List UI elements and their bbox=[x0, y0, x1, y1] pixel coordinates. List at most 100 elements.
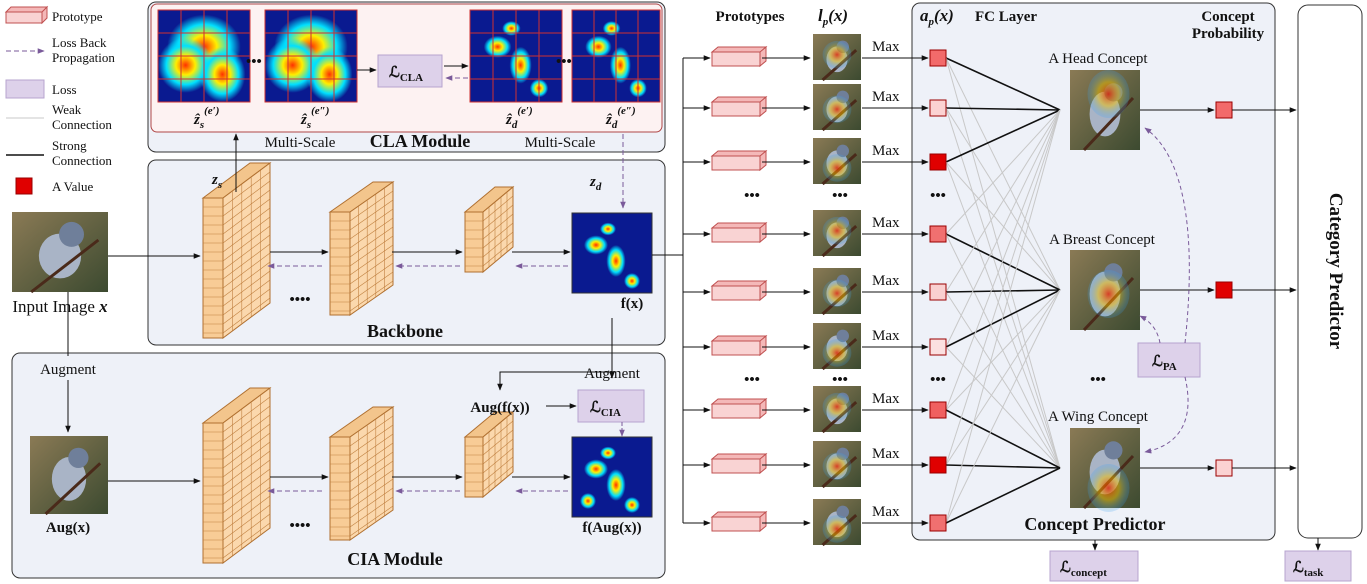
brick bbox=[349, 451, 394, 483]
weak-connection bbox=[945, 289, 1061, 411]
value-square bbox=[929, 99, 947, 117]
sym: ẑ bbox=[193, 112, 201, 128]
heatmap-frame bbox=[469, 9, 563, 103]
brick bbox=[349, 487, 394, 519]
prototype-side bbox=[710, 95, 768, 118]
input-label: Input Image x bbox=[12, 297, 108, 316]
activation-overlay bbox=[822, 40, 852, 69]
bird-head bbox=[1104, 441, 1123, 460]
loss-box bbox=[377, 54, 443, 88]
module-title: CLA Module bbox=[370, 131, 471, 151]
bird-head bbox=[836, 329, 849, 343]
arg: (x) bbox=[934, 6, 954, 25]
brick bbox=[222, 243, 271, 280]
category-predictor-box bbox=[1297, 4, 1363, 539]
value-square bbox=[929, 338, 947, 356]
fc-title: FC Layer bbox=[975, 9, 1037, 25]
value-square bbox=[929, 49, 947, 67]
probability-square bbox=[1215, 459, 1233, 477]
max-label: Max bbox=[872, 143, 900, 159]
activation-overlay bbox=[822, 452, 852, 481]
brick bbox=[349, 433, 394, 465]
heat-blob bbox=[606, 469, 626, 501]
weak-connection bbox=[945, 233, 1061, 469]
sup: (e″) bbox=[311, 105, 329, 117]
weak-connection bbox=[945, 291, 1061, 469]
prototype-side bbox=[710, 279, 768, 302]
loss-label: ℒtask bbox=[1293, 560, 1324, 579]
module-title: Backbone bbox=[367, 321, 443, 341]
loss-box bbox=[577, 389, 645, 423]
feature-front bbox=[202, 197, 224, 339]
brick bbox=[349, 478, 394, 510]
brick bbox=[222, 180, 271, 217]
input-symbol: x bbox=[98, 297, 108, 316]
brick bbox=[222, 432, 271, 469]
legend-value-icon bbox=[15, 177, 33, 195]
map-label: ẑd (e′) bbox=[505, 105, 533, 131]
loss-box bbox=[1284, 550, 1352, 582]
ellipsis: ••• bbox=[744, 372, 760, 388]
aug-image-label: Aug(x) bbox=[46, 520, 90, 536]
strong-connection bbox=[945, 289, 1061, 348]
sub: d bbox=[612, 119, 618, 131]
brick bbox=[222, 207, 271, 244]
brick bbox=[222, 486, 271, 523]
weak-connection bbox=[945, 109, 1061, 235]
legend-prototype-icon-side bbox=[4, 5, 49, 25]
sup: (e′) bbox=[517, 105, 532, 117]
sub: s bbox=[199, 119, 204, 131]
brick bbox=[222, 459, 271, 496]
prototype bbox=[711, 51, 761, 67]
concept-label: A Wing Concept bbox=[1048, 409, 1149, 425]
heatmap-frame bbox=[157, 9, 251, 103]
input-text: Input Image bbox=[12, 297, 95, 316]
brick bbox=[482, 222, 514, 249]
ellipsis: •••• bbox=[289, 292, 310, 308]
legend-text: Strong bbox=[52, 138, 87, 153]
brick bbox=[222, 450, 271, 487]
concept-probability: Probability bbox=[1192, 26, 1265, 42]
max-label: Max bbox=[872, 39, 900, 55]
brick bbox=[222, 279, 271, 316]
value-square bbox=[929, 514, 947, 532]
strong-connection bbox=[945, 464, 1061, 469]
z-s: zs bbox=[211, 172, 222, 191]
brick bbox=[222, 171, 271, 208]
heat-blob bbox=[585, 35, 612, 58]
sym: l bbox=[818, 6, 823, 25]
loss-label: ℒCLA bbox=[389, 65, 423, 84]
sym: a bbox=[920, 6, 929, 25]
heat-blob bbox=[600, 446, 616, 460]
aug-feature-label: Aug(f(x)) bbox=[470, 400, 529, 416]
prototype bbox=[711, 227, 761, 243]
brick bbox=[222, 189, 271, 226]
heat-blob bbox=[509, 46, 532, 84]
max-label: Max bbox=[872, 215, 900, 231]
brick bbox=[349, 505, 394, 537]
brick bbox=[482, 429, 514, 456]
loss-symbol: ℒ bbox=[1060, 560, 1071, 576]
heat-blob bbox=[606, 245, 626, 277]
brick bbox=[222, 441, 271, 478]
ellipsis: ••• bbox=[744, 188, 760, 204]
prototype-side bbox=[710, 149, 768, 172]
aug-output-label: f(Aug(x)) bbox=[582, 520, 641, 536]
prototype-side bbox=[710, 452, 768, 475]
z-subscript: d bbox=[596, 181, 602, 193]
brick bbox=[222, 216, 271, 253]
prototype-side bbox=[710, 510, 768, 533]
value-square bbox=[929, 456, 947, 474]
prototype-side bbox=[710, 397, 768, 420]
brick bbox=[482, 465, 514, 492]
ellipsis: ••• bbox=[930, 188, 946, 204]
brick bbox=[482, 438, 514, 465]
feature-front bbox=[329, 436, 351, 541]
prototype-side bbox=[710, 221, 768, 244]
prototype bbox=[711, 285, 761, 301]
prototype bbox=[711, 101, 761, 117]
weak-connection bbox=[945, 109, 1061, 293]
brick bbox=[349, 208, 394, 240]
legend-text: Connection bbox=[52, 153, 112, 168]
